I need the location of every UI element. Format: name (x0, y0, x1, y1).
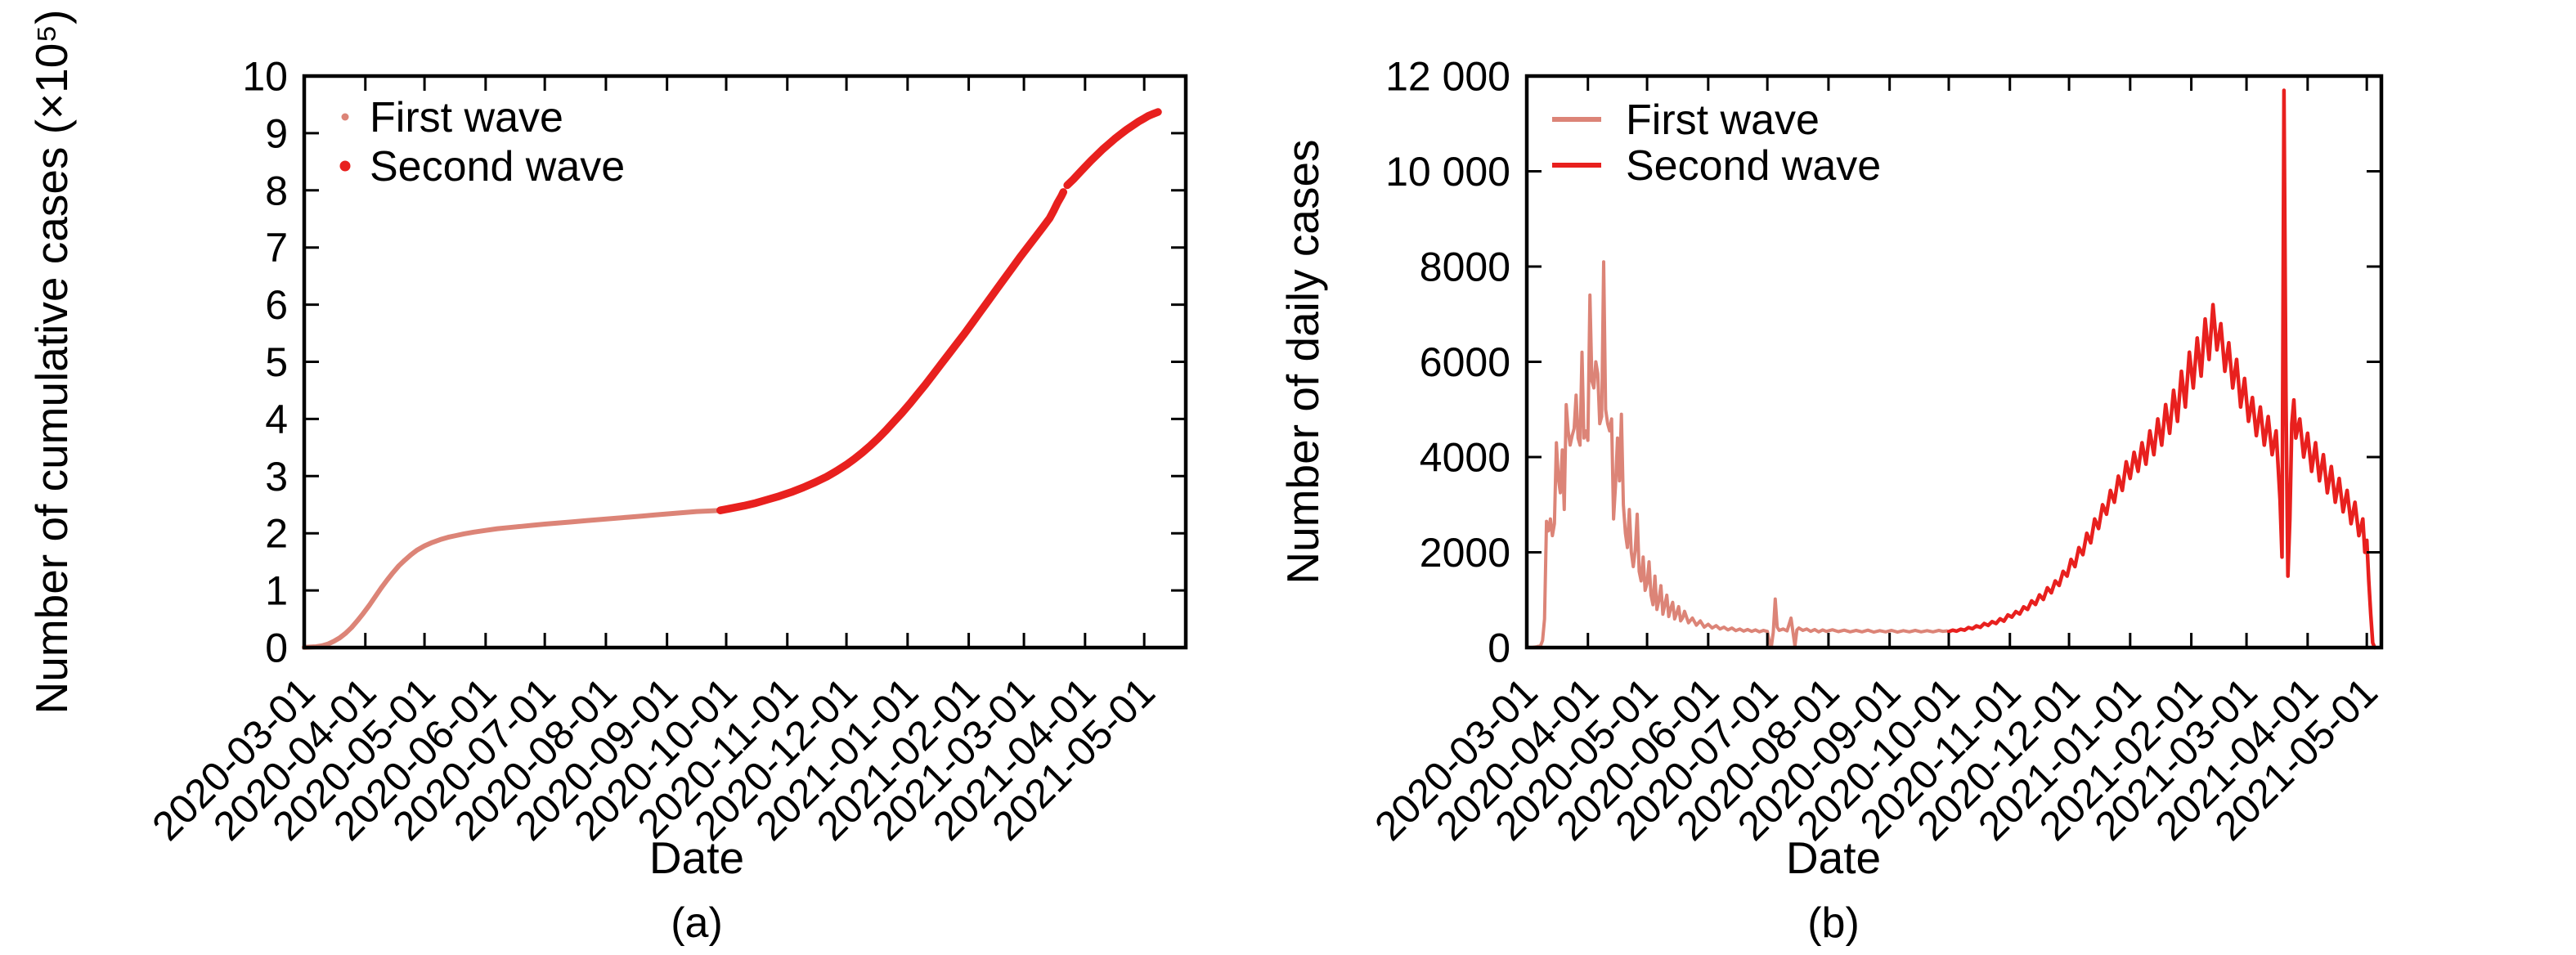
legend-label: Second wave (1626, 142, 1881, 190)
y-tick-label: 6000 (1420, 339, 1510, 385)
x-axis-label: Date (1786, 832, 1881, 883)
y-tick-label: 0 (265, 625, 288, 671)
y-tick-label: 10 (242, 54, 288, 100)
y-tick-label: 10 000 (1385, 149, 1510, 195)
y-tick-label: 8 (265, 168, 288, 213)
chart-b: 2020-03-012020-04-012020-05-012020-06-01… (1277, 54, 2386, 948)
y-tick-label: 3 (265, 454, 288, 500)
y-tick-label: 8000 (1420, 244, 1510, 290)
y-axis-label: Number of daily cases (1277, 139, 1328, 584)
y-tick-label: 0 (1488, 625, 1510, 671)
y-tick-label: 7 (265, 225, 288, 271)
y-axis-label: Number of cumulative cases (×10⁵) (26, 10, 77, 715)
series-second-wave (1946, 88, 2377, 650)
y-tick-label: 2000 (1420, 530, 1510, 576)
y-tick-label: 6 (265, 282, 288, 328)
legend-label: Second wave (370, 143, 625, 191)
panel-caption: (a) (671, 899, 723, 947)
legend-label: First wave (1626, 96, 1820, 144)
series-second-wave (716, 188, 1068, 514)
y-tick-label: 2 (265, 511, 288, 557)
panel-caption: (b) (1807, 899, 1860, 947)
legend-marker-dot (341, 113, 349, 121)
legend-marker-dot (339, 160, 351, 172)
series-second-wave (1063, 108, 1162, 190)
y-tick-label: 1 (265, 568, 288, 614)
y-tick-label: 5 (265, 339, 288, 385)
y-tick-label: 4000 (1420, 435, 1510, 481)
series-first-wave (302, 508, 723, 650)
y-tick-label: 9 (265, 110, 288, 156)
legend-label: First wave (370, 94, 563, 141)
y-tick-label: 12 000 (1385, 54, 1510, 100)
series-first-wave (1525, 260, 1949, 649)
y-tick-label: 4 (265, 397, 288, 442)
chart-a: 2020-03-012020-04-012020-05-012020-06-01… (26, 10, 1188, 947)
x-axis-label: Date (649, 832, 744, 883)
